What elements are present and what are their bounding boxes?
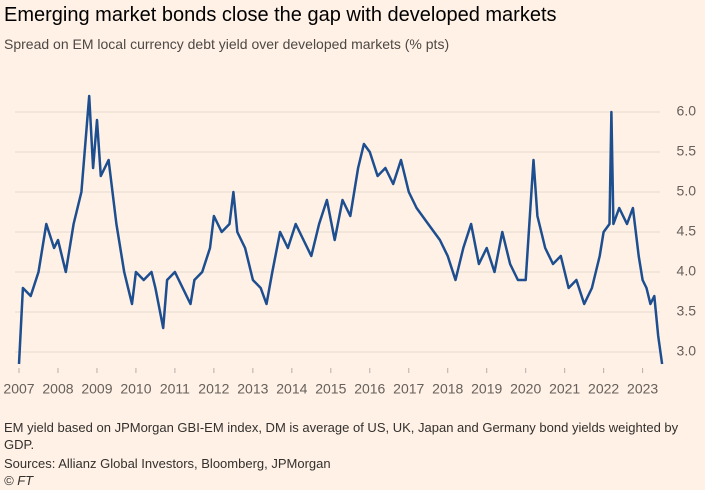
x-tick-label: 2020 [510, 381, 541, 397]
y-tick-label: 3.0 [677, 343, 697, 359]
credit: © FT [4, 473, 34, 488]
source: Sources: Allianz Global Investors, Bloom… [4, 456, 331, 471]
x-tick-label: 2019 [471, 381, 502, 397]
x-tick-label: 2013 [237, 381, 268, 397]
y-tick-label: 5.0 [677, 183, 697, 199]
x-tick-label: 2017 [393, 381, 424, 397]
x-tick-label: 2011 [160, 381, 190, 397]
y-tick-label: 3.5 [677, 303, 697, 319]
x-tick-label: 2007 [3, 381, 34, 397]
x-tick-label: 2014 [276, 381, 307, 397]
note: EM yield based on JPMorgan GBI-EM index,… [4, 420, 679, 452]
y-tick-label: 4.5 [677, 223, 697, 239]
x-tick-label: 2009 [81, 381, 112, 397]
x-tick-label: 2022 [588, 381, 619, 397]
x-tick-label: 2018 [432, 381, 463, 397]
x-tick-label: 2010 [120, 381, 151, 397]
x-tick-label: 2023 [627, 381, 658, 397]
x-tick-label: 2016 [354, 381, 385, 397]
series-line [17, 94, 664, 365]
chart-title: Emerging market bonds close the gap with… [4, 4, 557, 26]
x-tick-label: 2012 [198, 381, 229, 397]
y-tick-label: 6.0 [677, 103, 697, 119]
x-tick-label: 2021 [549, 381, 580, 397]
x-tick-label: 2008 [42, 381, 73, 397]
chart-subtitle: Spread on EM local currency debt yield o… [4, 36, 450, 52]
chart: 3.0 3.5 4.0 4.5 5.0 5.5 6.0 2007 2008 2009 2010 201… [3, 94, 697, 397]
y-tick-label: 5.5 [677, 143, 697, 159]
y-tick-label: 4.0 [677, 263, 697, 279]
x-tick-label: 2015 [315, 381, 346, 397]
